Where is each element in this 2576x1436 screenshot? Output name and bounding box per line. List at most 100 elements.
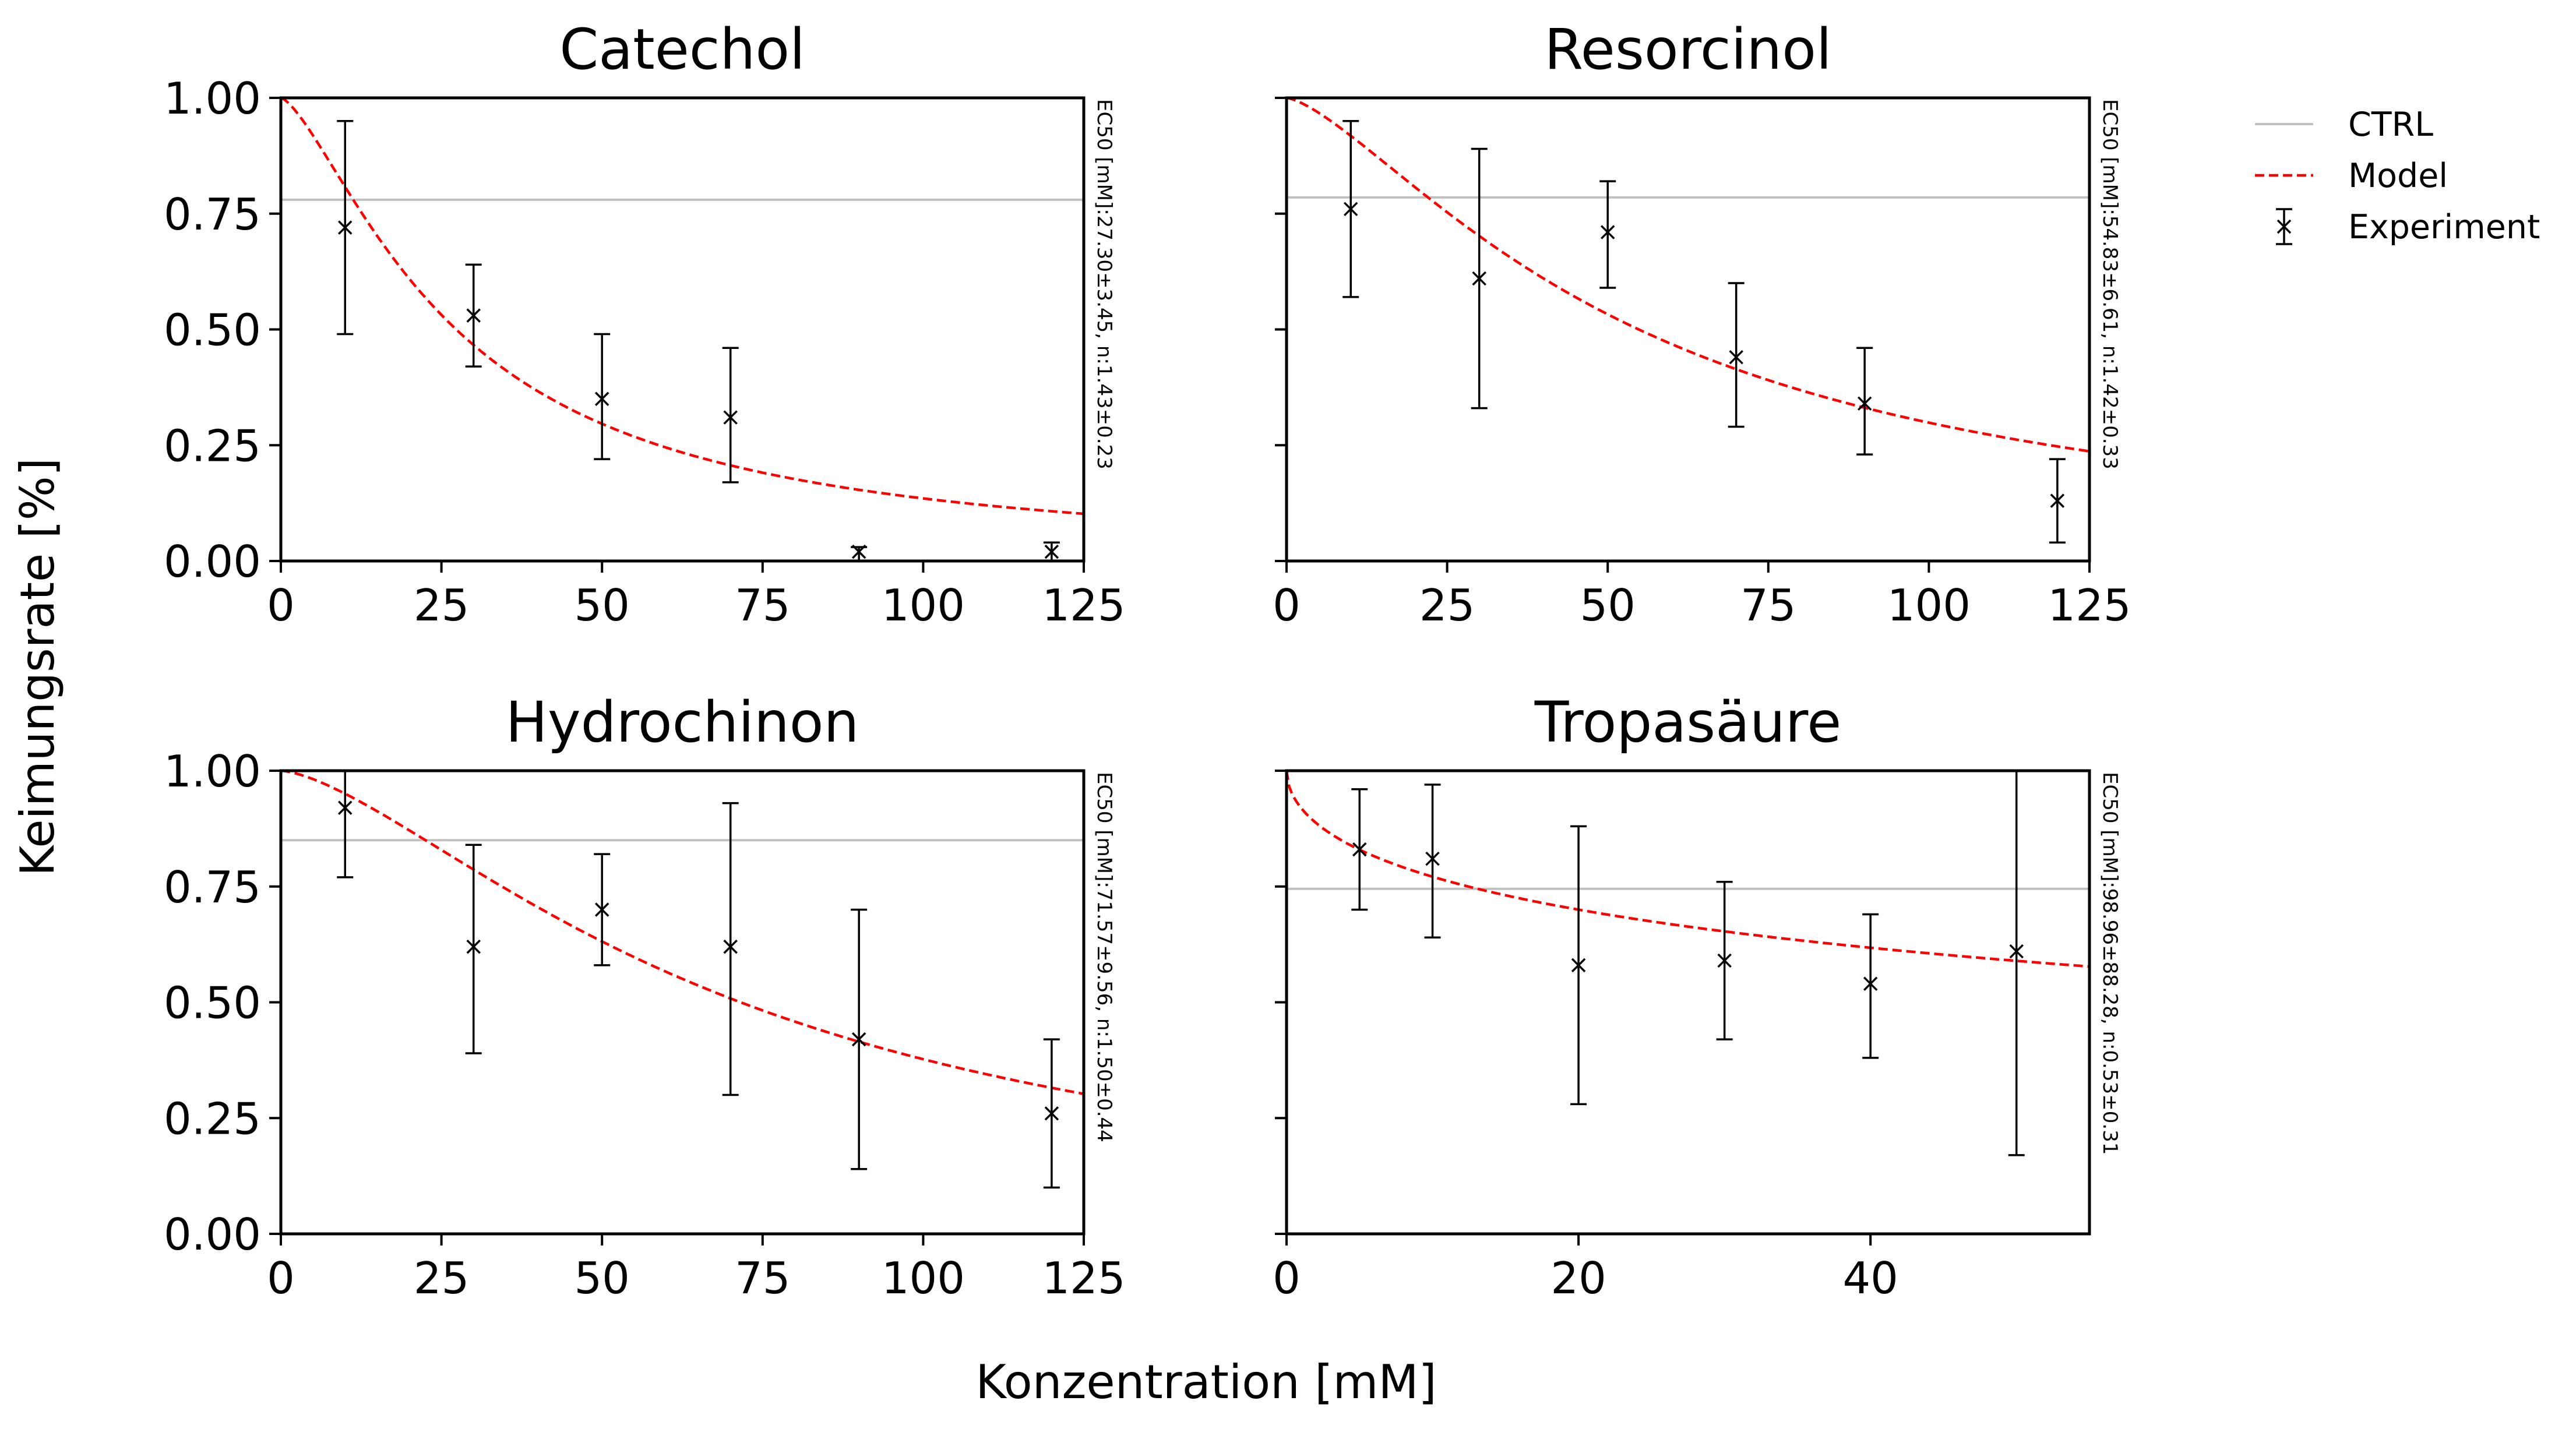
data-marker: [1044, 544, 1059, 559]
y-tick-label: 0.25: [164, 1093, 261, 1144]
x-tick-label: 75: [735, 1252, 790, 1304]
panels: Catechol 0 25 50 75 100 125 0.00 0.25 0.50 0.75 1.0…: [164, 17, 2131, 1304]
experiment-point: [1728, 282, 1745, 428]
data-marker: [1044, 1106, 1059, 1121]
axes-frame: [1285, 769, 2091, 1236]
x-tick-label: 75: [1740, 580, 1796, 631]
x-tick-label: 125: [1042, 1252, 1125, 1304]
x-tick-label: 25: [1419, 580, 1475, 631]
experiment-point: [1342, 120, 1359, 298]
y-tick-label: 0.00: [164, 1209, 261, 1260]
experiment-point: [1424, 784, 1441, 938]
legend-label: Model: [2348, 157, 2448, 195]
x-tick-label: 0: [267, 580, 295, 631]
data-marker: [594, 391, 609, 406]
x-tick-label: 25: [414, 580, 469, 631]
experiment-point: [851, 908, 868, 1170]
x-tick-label: 125: [2048, 580, 2131, 631]
experiment-point: [1471, 147, 1488, 410]
data-marker: [1425, 851, 1440, 866]
ec50-annotation: EC50 [mM]:54.83±6.61, n:1.42±0.33: [2098, 99, 2122, 470]
y-axis-label: Keimungsrate [%]: [10, 458, 65, 876]
data-marker: [594, 902, 609, 917]
experiment-point: [851, 544, 868, 562]
y-tick-label: 0.50: [164, 305, 261, 356]
legend-item: Experiment: [2276, 208, 2540, 246]
x-tick-label: 20: [1550, 1252, 1606, 1304]
data-marker: [2050, 493, 2065, 508]
data-marker: [1717, 953, 1732, 968]
data-marker: [1729, 350, 1743, 365]
experiment-point: [1043, 541, 1060, 562]
model-curve: [281, 771, 1084, 1095]
x-tick-label: 0: [267, 1252, 295, 1304]
x-tick-label: 0: [1273, 1252, 1301, 1304]
legend-label: Experiment: [2348, 208, 2540, 246]
chart-panel: Resorcinol 0 25 50 75 100 125 EC50 [mM]:54.83±6…: [1273, 17, 2131, 631]
legend: CTRL Model Experiment: [2255, 105, 2540, 246]
x-tick-label: 25: [414, 1252, 469, 1304]
experiment-point: [1351, 788, 1368, 911]
y-tick-label: 1.00: [164, 746, 261, 797]
data-marker: [851, 544, 866, 559]
x-tick-label: 100: [882, 1252, 965, 1304]
experiment-point: [1862, 913, 1879, 1059]
x-tick-label: 75: [735, 580, 790, 631]
y-tick-label: 0.00: [164, 536, 261, 587]
x-tick-label: 0: [1273, 580, 1301, 631]
experiment-point: [337, 770, 354, 878]
data-marker: [338, 800, 353, 815]
model-curve: [281, 98, 1084, 516]
y-tick-label: 0.75: [164, 862, 261, 913]
experiment-point: [465, 844, 482, 1054]
model-curve: [1287, 771, 2089, 968]
axes-frame: [279, 96, 1086, 563]
experiment-point: [1599, 180, 1616, 289]
ec50-annotation: EC50 [mM]:71.57±9.56, n:1.50±0.44: [1093, 772, 1116, 1142]
experiment-point: [2049, 458, 2066, 544]
panel-title: Resorcinol: [1544, 17, 1831, 82]
y-tick-label: 0.75: [164, 189, 261, 240]
x-tick-label: 50: [574, 1252, 629, 1304]
legend-swatch-marker: [2277, 219, 2292, 234]
data-marker: [338, 220, 353, 235]
x-axis-label: Konzentration [mM]: [975, 1355, 1436, 1409]
legend-label: CTRL: [2348, 105, 2433, 144]
legend-item: Model: [2255, 157, 2448, 195]
x-tick-label: 100: [882, 580, 965, 631]
data-marker: [2009, 944, 2024, 959]
data-marker: [1863, 976, 1878, 991]
panel-title: Hydrochinon: [506, 690, 859, 755]
data-marker: [851, 1032, 866, 1047]
x-tick-label: 50: [1580, 580, 1635, 631]
data-marker: [1600, 225, 1615, 239]
data-marker: [1352, 842, 1367, 857]
panel-title: Tropasäure: [1534, 690, 1842, 755]
data-marker: [466, 939, 481, 954]
data-marker: [466, 308, 481, 323]
y-tick-label: 0.50: [164, 978, 261, 1029]
experiment-point: [594, 853, 611, 966]
data-marker: [1472, 271, 1486, 286]
y-tick-label: 0.25: [164, 420, 261, 471]
experiment-point: [1716, 881, 1733, 1040]
chart-panel: Catechol 0 25 50 75 100 125 0.00 0.25 0.50 0.75 1.0…: [164, 17, 1126, 631]
experiment-point: [1043, 1038, 1060, 1189]
model-curve: [1287, 98, 2089, 453]
experiment-point: [465, 263, 482, 368]
experiment-point: [2008, 770, 2025, 1156]
y-tick-label: 1.00: [164, 73, 261, 124]
experiment-point: [337, 120, 354, 336]
experiment-point: [1570, 825, 1587, 1106]
axes-frame: [1285, 96, 2091, 563]
data-marker: [723, 939, 738, 954]
legend-item: CTRL: [2255, 105, 2433, 144]
experiment-point: [1856, 347, 1873, 456]
experiment-point: [722, 347, 739, 484]
data-marker: [1571, 958, 1586, 973]
data-marker: [1857, 396, 1872, 411]
ec50-annotation: EC50 [mM]:27.30±3.45, n:1.43±0.23: [1093, 99, 1116, 470]
experiment-point: [594, 333, 611, 460]
